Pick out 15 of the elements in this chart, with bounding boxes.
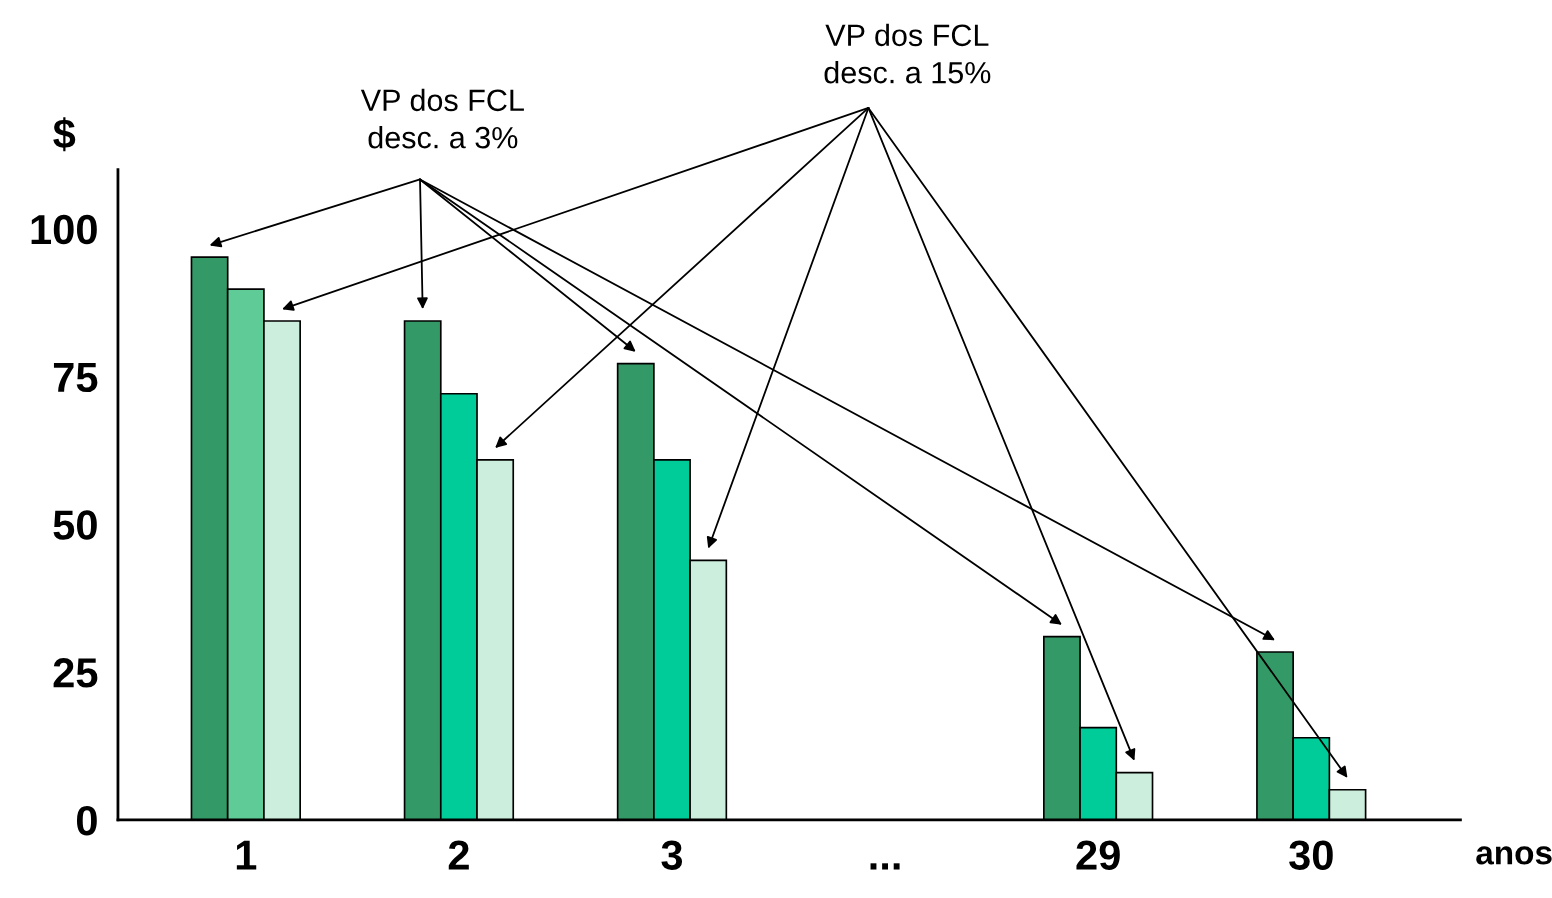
y-tick-label: 75 xyxy=(53,363,98,393)
y-axis-title: $ xyxy=(53,117,76,152)
x-tick-label: 30 xyxy=(1289,840,1333,870)
x-tick-label: 2 xyxy=(448,840,469,870)
x-tick-label: 3 xyxy=(661,840,683,870)
y-tick-label: 25 xyxy=(53,658,98,688)
x-tick-label: 29 xyxy=(1076,840,1120,870)
x-axis-title: anos xyxy=(1476,846,1552,865)
y-tick-label: 50 xyxy=(53,510,97,540)
text: VP dos FCL desc. a 15% xyxy=(824,23,991,84)
x-tick-label: ... xyxy=(870,863,900,870)
y-tick-label: 100 xyxy=(31,214,97,245)
text: VP dos FCL desc. a 3% xyxy=(360,88,524,149)
x-tick-label: 1 xyxy=(236,840,257,870)
y-tick-label: 0 xyxy=(76,805,97,836)
